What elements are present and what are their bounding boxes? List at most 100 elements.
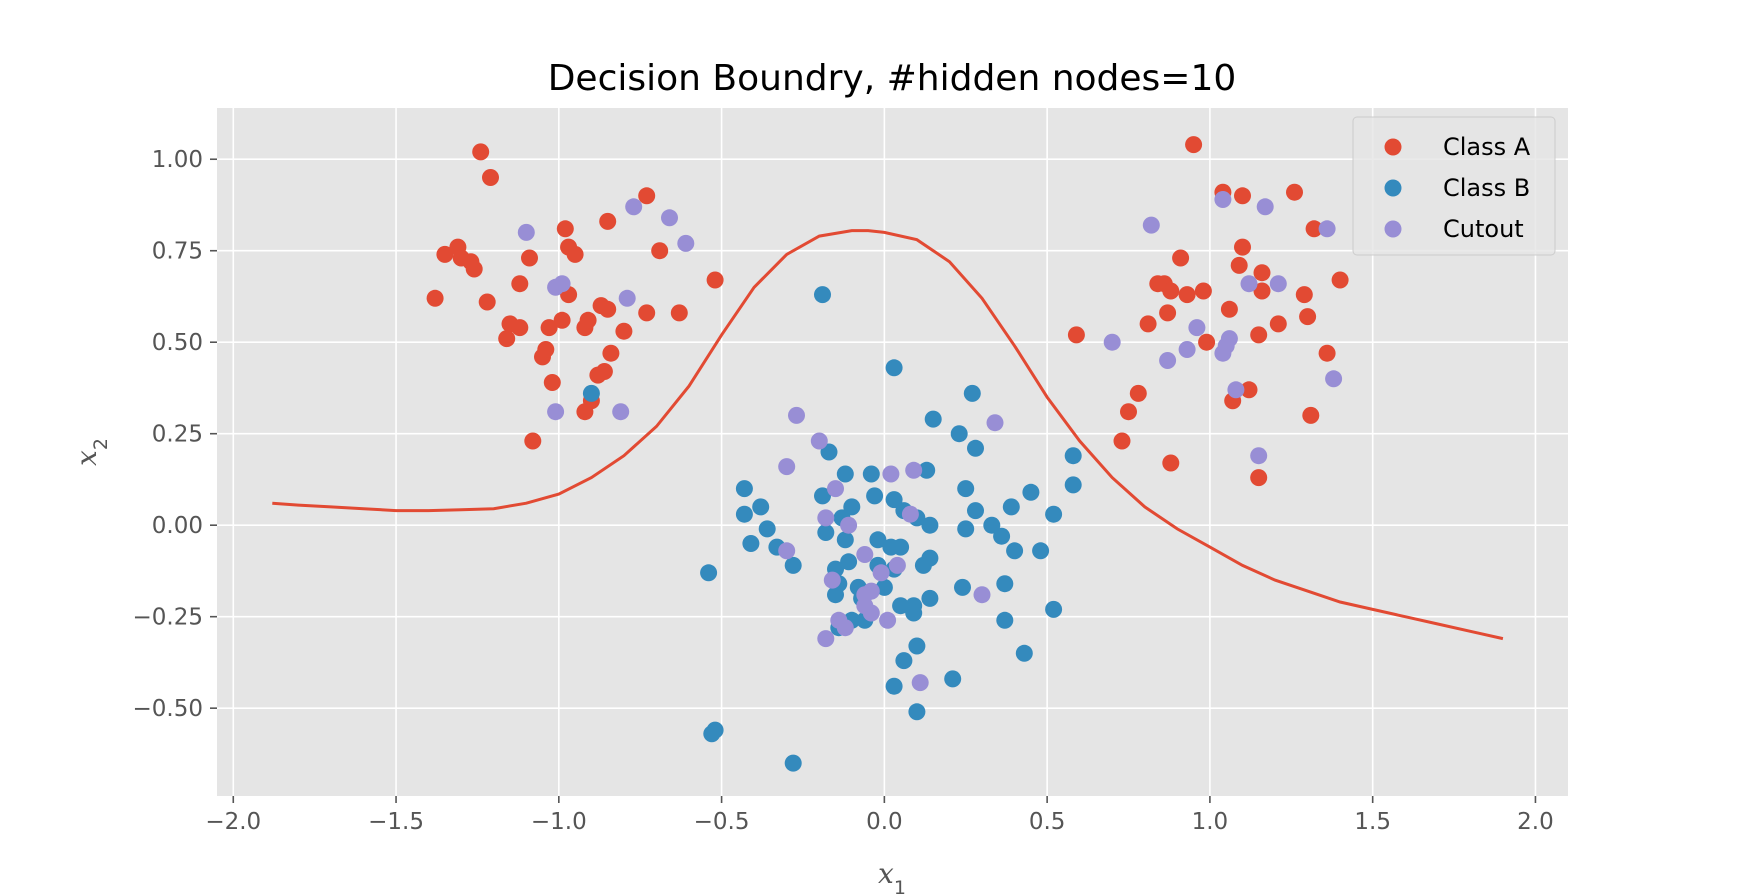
class-b-point xyxy=(703,725,721,743)
class-b-point xyxy=(944,670,962,688)
class-b-point xyxy=(1006,542,1024,560)
class-a-point xyxy=(1067,326,1085,344)
cutout-point xyxy=(1256,198,1274,216)
class-a-point xyxy=(651,242,669,260)
cutout-point xyxy=(1269,275,1287,293)
class-b-point xyxy=(892,597,910,615)
class-b-point xyxy=(1045,600,1063,618)
cutout-point xyxy=(788,406,805,424)
class-a-point xyxy=(1269,315,1287,333)
cutout-point xyxy=(1159,352,1177,369)
cutout-point xyxy=(823,571,841,589)
class-b-point xyxy=(996,611,1014,629)
class-b-point xyxy=(758,520,776,538)
class-b-point xyxy=(582,384,600,402)
cutout-point xyxy=(625,198,643,216)
cutout-point xyxy=(836,619,854,637)
class-b-point xyxy=(983,516,1001,534)
class-b-point xyxy=(957,480,975,498)
class-b-point xyxy=(908,703,926,721)
class-b-point xyxy=(967,439,984,457)
cutout-point xyxy=(778,458,796,476)
legend-label-cutout: Cutout xyxy=(1443,215,1524,243)
class-a-point xyxy=(1302,406,1320,424)
class-b-point xyxy=(817,524,835,541)
class-a-point xyxy=(498,330,516,348)
cutout-point xyxy=(1178,341,1196,358)
class-b-point xyxy=(843,498,861,516)
class-a-point xyxy=(706,271,724,289)
cutout-point xyxy=(879,611,897,629)
class-a-point xyxy=(1120,403,1137,421)
legend-marker-class-b xyxy=(1384,179,1402,197)
class-a-point xyxy=(1220,300,1238,318)
class-a-point xyxy=(553,311,571,329)
class-b-point xyxy=(836,531,854,549)
cutout-point xyxy=(872,564,890,582)
class-a-point xyxy=(1295,286,1313,304)
cutout-point xyxy=(817,509,835,527)
class-b-point xyxy=(885,491,903,509)
class-a-point xyxy=(556,220,574,238)
class-a-point xyxy=(1286,183,1303,201)
class-a-point xyxy=(543,374,561,391)
x-tick-label: 2.0 xyxy=(1517,809,1554,835)
cutout-point xyxy=(612,403,630,421)
class-b-point xyxy=(820,443,838,461)
class-b-point xyxy=(924,410,942,428)
class-b-point xyxy=(1032,542,1050,560)
cutout-point xyxy=(1318,220,1336,238)
x-tick-label: −1.5 xyxy=(368,809,424,835)
series-class-a xyxy=(426,136,1349,487)
cutout-point xyxy=(888,556,906,574)
class-b-point xyxy=(1002,498,1020,516)
class-b-point xyxy=(862,465,880,483)
x-tick-label: 1.0 xyxy=(1192,809,1229,835)
class-a-point xyxy=(511,319,529,337)
tick-labels: −2.0 −1.5 −1.0 −0.5 0.0 0.5 1.0 1.5 2.0 −0.50 −0.2… xyxy=(133,147,1554,835)
class-b-point xyxy=(814,286,831,304)
class-b-point xyxy=(875,578,893,596)
y-tick-label: −0.25 xyxy=(133,605,203,631)
cutout-point xyxy=(827,480,844,498)
class-b-point xyxy=(735,505,753,523)
class-b-point xyxy=(954,578,971,596)
class-b-point xyxy=(895,652,913,670)
y-tick-label: 1.00 xyxy=(152,147,203,173)
cutout-point xyxy=(901,505,919,523)
legend-label-class-a: Class A xyxy=(1443,133,1531,161)
class-a-point xyxy=(1178,286,1196,304)
class-a-point xyxy=(602,344,620,362)
class-a-point xyxy=(566,245,584,263)
class-b-point xyxy=(784,556,802,574)
class-a-point xyxy=(521,249,538,267)
y-tick-label: 0.25 xyxy=(152,422,203,448)
class-b-point xyxy=(840,553,858,571)
class-b-point xyxy=(836,465,854,483)
class-a-point xyxy=(1253,264,1271,282)
cutout-point xyxy=(517,223,535,241)
class-b-point xyxy=(1015,644,1033,662)
class-a-point xyxy=(1240,381,1258,399)
class-a-point xyxy=(1331,271,1349,289)
class-a-point xyxy=(638,304,656,322)
cutout-point xyxy=(810,432,828,450)
class-a-point xyxy=(537,341,555,358)
class-a-point xyxy=(670,304,688,322)
cutout-point xyxy=(1142,216,1160,234)
class-a-point xyxy=(1318,344,1336,362)
class-a-point xyxy=(540,319,558,337)
cutout-point xyxy=(553,275,571,293)
cutout-point xyxy=(1227,381,1245,399)
class-a-point xyxy=(1113,432,1131,450)
class-b-point xyxy=(950,425,968,443)
class-a-point xyxy=(599,300,617,318)
y-tick-label: 0.00 xyxy=(152,513,203,539)
cutout-point xyxy=(840,516,858,534)
legend-marker-cutout xyxy=(1384,220,1402,238)
x-tick-label: 0.5 xyxy=(1029,809,1066,835)
class-b-point xyxy=(1064,447,1082,465)
cutout-point xyxy=(882,465,900,483)
class-a-point xyxy=(1250,326,1268,344)
